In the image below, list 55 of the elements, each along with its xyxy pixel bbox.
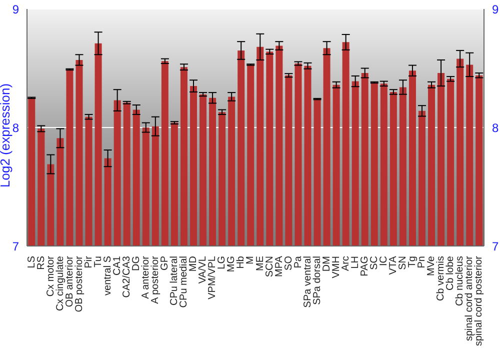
x-tick-label: MVe	[426, 256, 438, 276]
x-tick-label: PAG	[359, 256, 370, 276]
x-tick-label: SCN	[264, 256, 276, 278]
x-tick-label: SPa ventral	[302, 256, 314, 308]
x-tick-label: OB posterior	[74, 255, 85, 312]
x-tick-label: LG	[216, 256, 228, 270]
x-tick-label: Hb	[236, 256, 247, 269]
x-tick-label: Cx cingulate	[54, 256, 66, 312]
x-tick-label: VPM/VPL	[207, 256, 218, 300]
x-tick-label: Arc	[340, 256, 352, 271]
x-tick-label: SC	[369, 256, 380, 270]
x-tick-label: CA2/CA3	[121, 256, 132, 298]
x-tick-label: OB anterior	[64, 255, 76, 308]
x-tick-label: VA/VL	[198, 256, 209, 284]
x-tick-label: SO	[283, 256, 294, 270]
x-tick-label: ME	[254, 256, 266, 271]
y-tick-label: 9	[12, 2, 20, 16]
x-tick-label: A posterior	[150, 255, 162, 304]
y-axis-title: Log2 (expression)	[0, 83, 13, 188]
x-tick-label: RS	[36, 256, 47, 270]
x-tick-label: SN	[398, 256, 409, 270]
x-tick-label: Cb lobe	[445, 256, 456, 290]
x-tick-label: Pa	[292, 256, 304, 268]
x-tick-label: VTA	[388, 256, 400, 275]
x-tick-label: A anterior	[140, 255, 152, 299]
x-tick-label: ventral S	[102, 256, 114, 296]
y2-tick-label: 9	[492, 2, 499, 16]
x-tick-label: MD	[188, 256, 200, 272]
x-tick-label: Cb vermis	[436, 256, 447, 302]
x-tick-label: Cx motor	[45, 255, 56, 297]
x-tick-label: M	[245, 256, 256, 264]
x-tick-label: CPu lateral	[169, 256, 180, 306]
x-tick-label: MG	[226, 256, 238, 272]
x-tick-label: DM	[321, 256, 332, 272]
x-tick-label: GP	[160, 256, 171, 270]
x-tick-label: IC	[378, 256, 390, 266]
y-tick-label: 7	[12, 239, 20, 254]
x-tick-label: LH	[350, 256, 361, 269]
x-tick-label: LS	[26, 256, 38, 268]
x-tick-label: Cb nucleus	[454, 256, 466, 306]
x-tick-label: CA1	[112, 256, 123, 276]
x-tick-label: spinal cord anterior	[464, 255, 476, 342]
x-tick-label: SPa dorsal	[312, 256, 323, 305]
x-tick-label: Pn	[416, 256, 428, 268]
x-tick-label: VMH	[330, 256, 342, 278]
x-tick-label: Tg	[407, 256, 418, 268]
x-tick-label: Pir	[83, 255, 94, 268]
x-tick-label: spinal cord posterior	[474, 255, 485, 346]
y2-tick-label: 8	[492, 120, 499, 135]
x-tick-label: MPA	[274, 256, 285, 277]
x-tick-label: DG	[130, 256, 142, 271]
y-tick-label: 8	[12, 120, 20, 135]
x-tick-label: CPu medial	[178, 256, 190, 308]
x-tick-label: Tu	[92, 256, 104, 268]
y2-tick-label: 7	[492, 239, 499, 254]
